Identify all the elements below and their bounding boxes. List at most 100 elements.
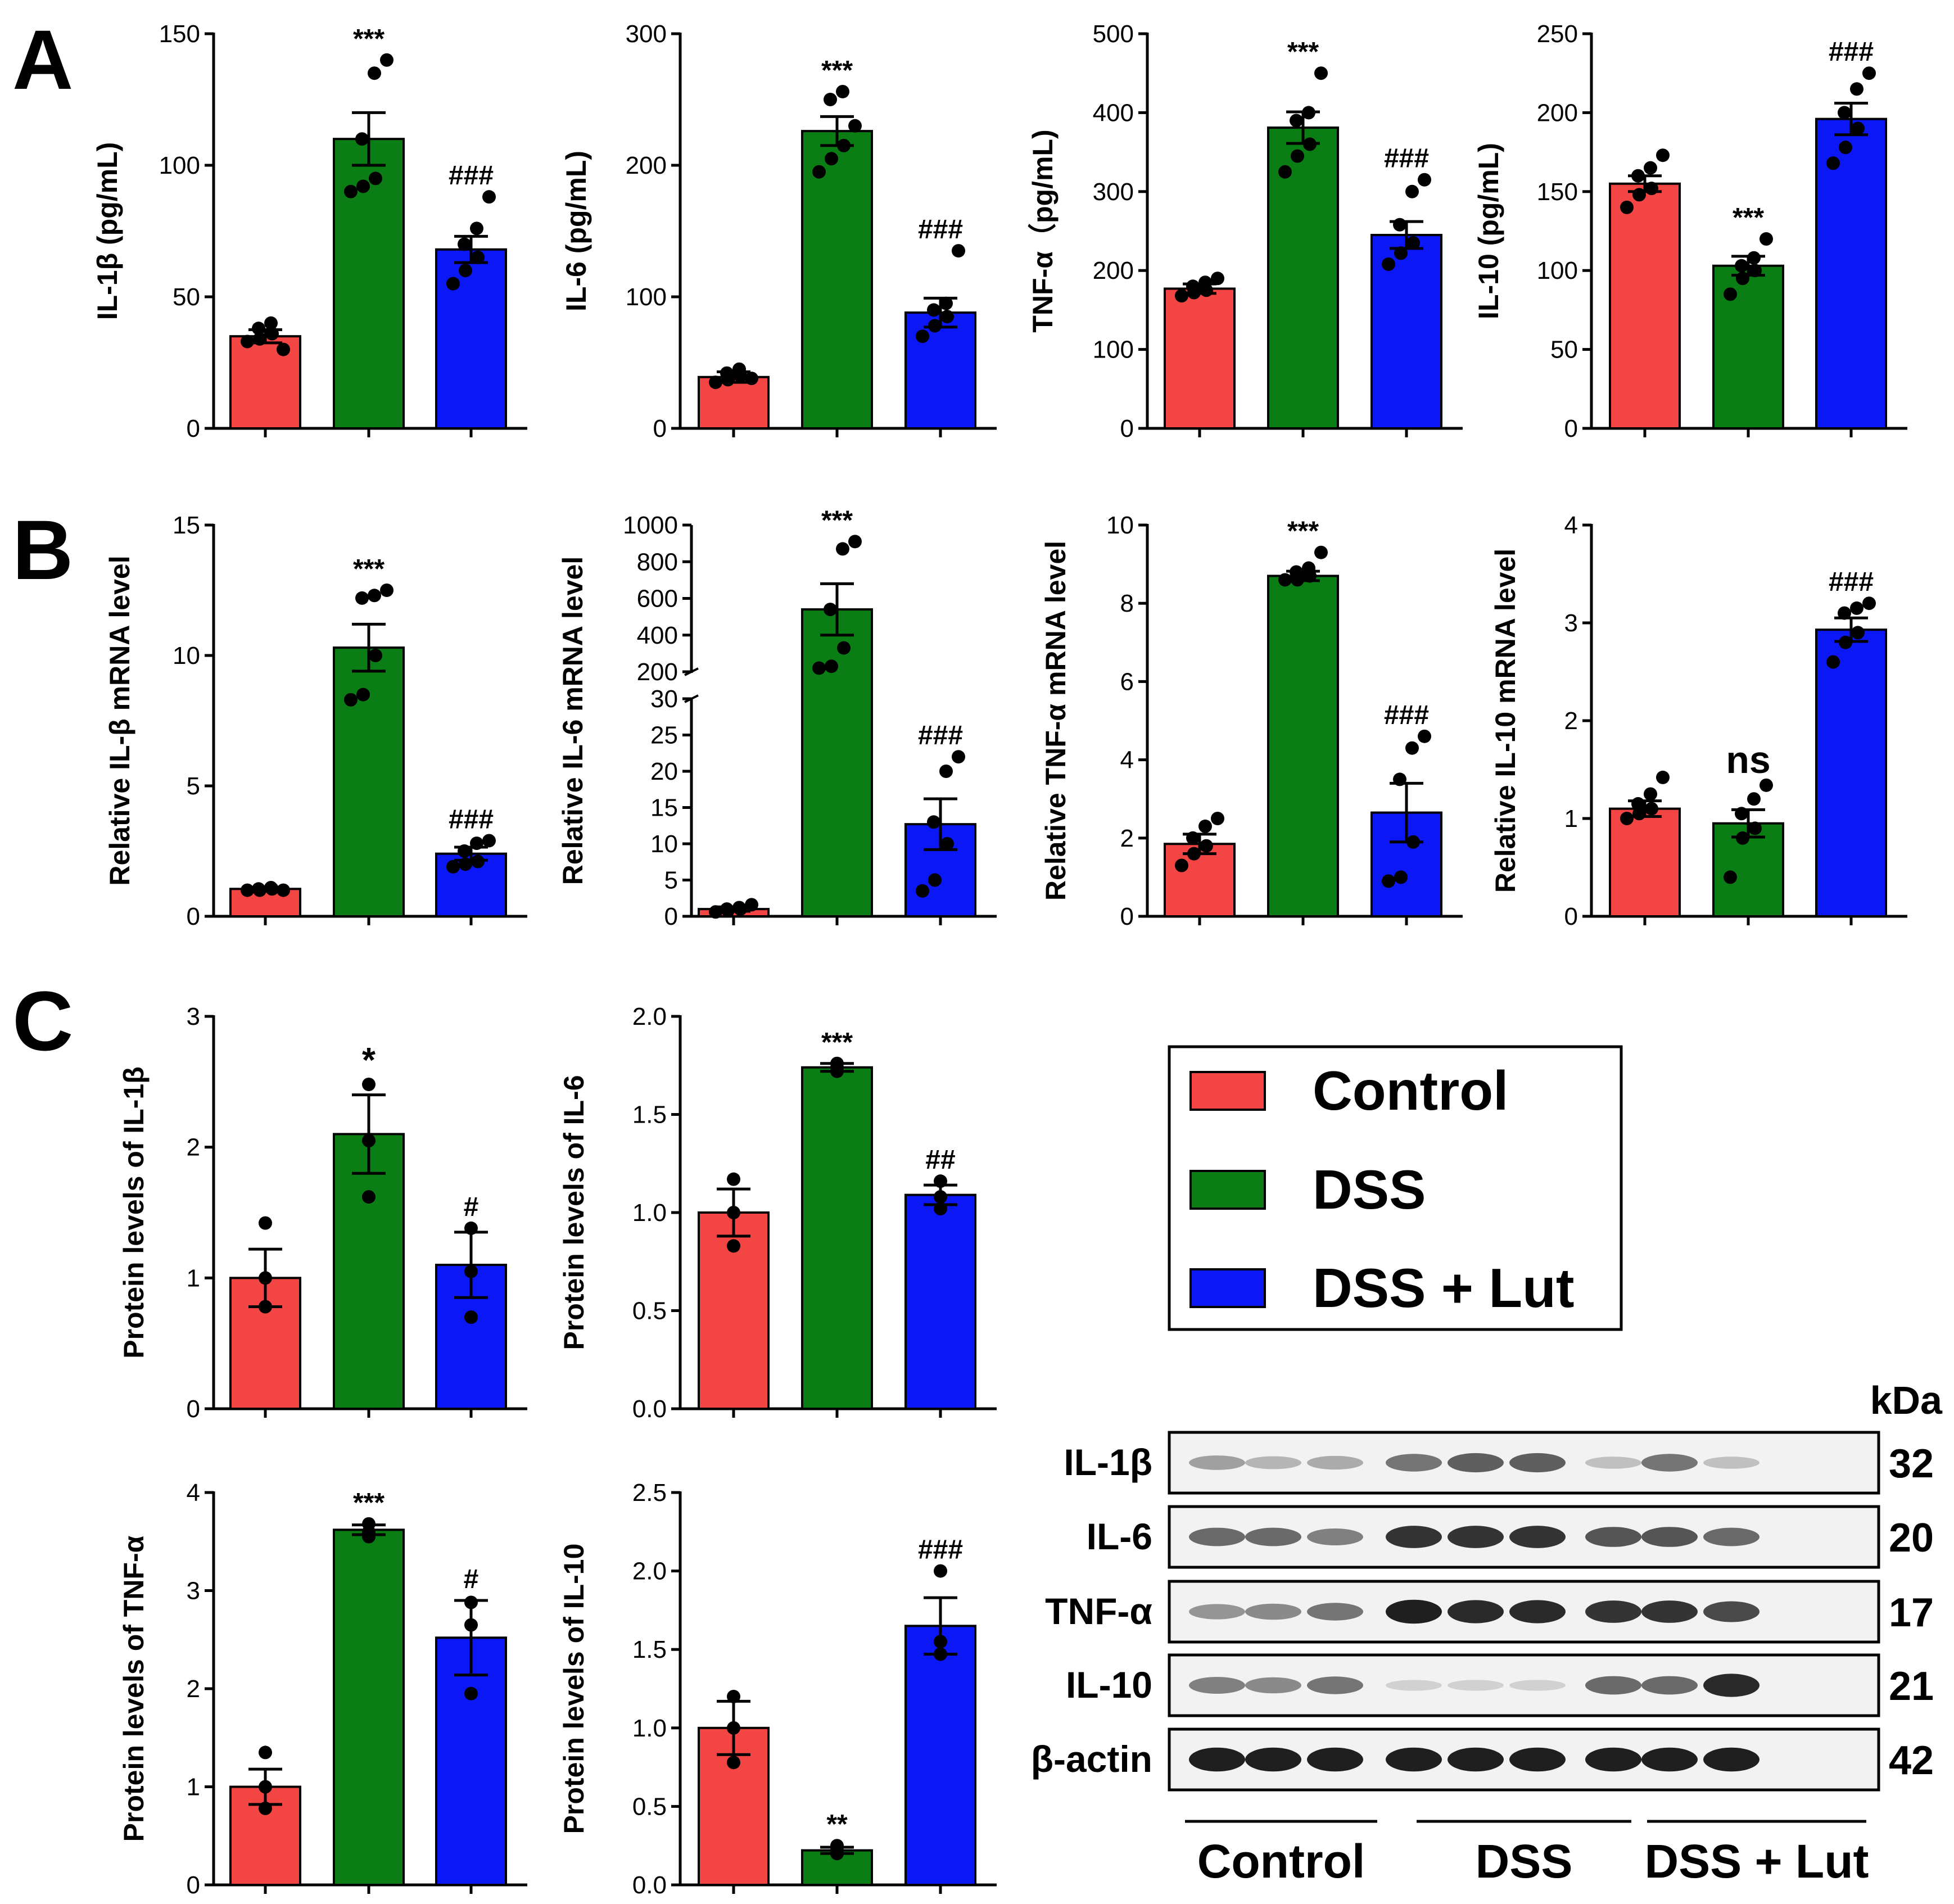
significance-lut: ## <box>925 1145 955 1175</box>
data-point-lut <box>459 857 472 871</box>
data-point-lut <box>916 329 929 343</box>
chart-b-il1b: 0 5 10 15 Relative IL-β mRNA level *** ### <box>104 512 527 930</box>
significance-lut: ### <box>1829 37 1874 67</box>
blot-band <box>1386 1680 1442 1691</box>
data-point-control <box>259 1801 272 1815</box>
data-point-control <box>1211 812 1224 825</box>
data-point-control <box>1620 812 1634 825</box>
y-tick-label: 8 <box>1120 590 1134 617</box>
significance-dss: ns <box>1726 739 1770 781</box>
data-point-dss <box>1724 870 1737 884</box>
data-point-lut <box>916 884 929 898</box>
data-point-dss <box>836 84 849 98</box>
y-tick-label: 3 <box>187 1003 200 1030</box>
bar-lut <box>435 248 507 429</box>
data-point-lut <box>934 1647 947 1661</box>
y-tick-label: 10 <box>1106 512 1134 539</box>
panel-label-b: B <box>12 503 73 597</box>
data-point-lut <box>1382 257 1395 271</box>
y-tick-label: 2 <box>187 1134 200 1161</box>
blot-band <box>1386 1599 1442 1624</box>
data-point-dss <box>1759 232 1773 246</box>
data-point-dss <box>837 641 851 655</box>
data-point-lut <box>1839 635 1852 649</box>
data-point-control <box>709 376 722 390</box>
blot-group-label: Control <box>1197 1835 1365 1888</box>
chart-c-tnf: 0 1 2 3 4 Protein levels of TNF-α *** # <box>118 1479 527 1899</box>
data-point-lut <box>1393 218 1406 232</box>
blot-row-label: IL-6 <box>1087 1516 1152 1557</box>
legend-swatch-dss <box>1189 1170 1266 1210</box>
blot-band <box>1386 1454 1442 1472</box>
blot-kda-unit: kDa <box>1870 1378 1943 1422</box>
significance-lut: ### <box>918 215 963 245</box>
data-point-dss <box>1759 778 1773 792</box>
bar-control <box>698 1211 770 1410</box>
blot-band <box>1585 1676 1641 1695</box>
data-point-dss <box>848 535 862 549</box>
blot-band <box>1245 1456 1301 1469</box>
blot-band <box>1386 1747 1442 1772</box>
blot-band <box>1189 1527 1245 1546</box>
data-point-control <box>264 880 278 894</box>
y-tick-label: 1.5 <box>632 1101 667 1129</box>
data-point-lut <box>1406 236 1420 250</box>
data-point-control <box>727 1756 740 1770</box>
blot-row-kda: 20 <box>1889 1516 1934 1561</box>
data-point-dss <box>368 66 381 80</box>
data-point-control <box>720 902 734 916</box>
blot-band <box>1448 1680 1504 1691</box>
blot-row-kda: 21 <box>1889 1664 1934 1709</box>
blot-band <box>1585 1747 1641 1772</box>
data-point-control <box>709 905 722 919</box>
data-point-lut <box>1405 741 1419 755</box>
y-axis-label: Relative IL-6 mRNA level <box>557 557 589 885</box>
data-point-lut <box>464 1618 478 1632</box>
data-point-dss <box>1278 573 1292 587</box>
data-point-dss <box>362 1517 376 1531</box>
blot-band <box>1307 1676 1363 1694</box>
data-point-dss <box>344 693 358 707</box>
data-point-lut <box>1839 141 1852 155</box>
y-tick-label: 3 <box>187 1577 200 1605</box>
significance-dss: *** <box>353 1488 385 1518</box>
data-point-control <box>1656 770 1670 784</box>
y-tick-label: 2.0 <box>632 1003 667 1030</box>
significance-dss: *** <box>821 56 853 85</box>
data-point-lut <box>458 237 471 251</box>
y-axis-label: Relative TNF-α mRNA level <box>1040 541 1071 901</box>
y-axis-label: Relative IL-10 mRNA level <box>1490 549 1521 893</box>
data-point-control <box>727 1239 740 1253</box>
legend-label-control: Control <box>1313 1060 1508 1121</box>
y-tick-label: 2 <box>1120 825 1134 852</box>
data-point-dss <box>1736 831 1749 845</box>
y-tick-label: 0 <box>187 1871 200 1899</box>
data-point-lut <box>446 277 460 291</box>
data-point-lut <box>952 750 965 764</box>
bar-dss <box>333 138 405 429</box>
data-point-lut <box>1826 156 1840 170</box>
data-point-lut <box>927 303 940 317</box>
data-point-lut <box>940 310 954 324</box>
data-point-control <box>1632 188 1646 202</box>
bar-control <box>1609 807 1681 917</box>
data-point-control <box>732 901 746 915</box>
y-tick-label: 10 <box>650 830 678 858</box>
data-point-dss <box>1290 565 1303 579</box>
data-point-lut <box>471 854 485 869</box>
y-tick-label: 0.0 <box>632 1395 667 1423</box>
data-point-dss <box>362 1134 376 1148</box>
data-point-dss <box>369 649 382 662</box>
data-point-lut <box>928 319 942 333</box>
blot-row-kda: 32 <box>1889 1441 1934 1486</box>
bar-dss <box>801 608 873 917</box>
data-point-lut <box>940 837 954 851</box>
bar-dss <box>801 130 873 430</box>
data-point-dss <box>848 119 862 133</box>
blot-band <box>1703 1747 1759 1772</box>
blot-band <box>1307 1603 1363 1621</box>
y-tick-label: 600 <box>637 585 678 613</box>
data-point-control <box>1644 161 1657 175</box>
data-point-lut <box>471 250 485 264</box>
